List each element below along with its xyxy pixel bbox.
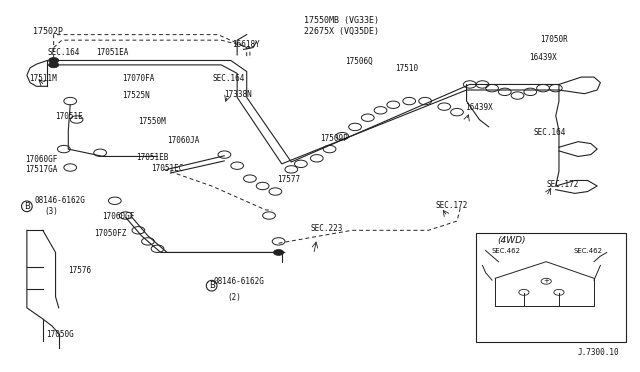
Text: +: + (543, 278, 549, 284)
Text: 17338N: 17338N (225, 90, 252, 99)
Text: 17051EA: 17051EA (96, 48, 128, 57)
Bar (476, 233, 626, 342)
Text: J.7300.10: J.7300.10 (578, 349, 620, 357)
Text: SEC.172: SEC.172 (546, 180, 579, 189)
Text: 17506Q: 17506Q (346, 57, 373, 66)
Text: 22675X (VQ35DE): 22675X (VQ35DE) (304, 27, 379, 36)
Text: 17060JA: 17060JA (167, 137, 200, 145)
Text: B: B (24, 202, 30, 211)
Text: 17576: 17576 (68, 266, 92, 275)
Text: 16439X: 16439X (529, 53, 557, 62)
Text: SEC.164: SEC.164 (213, 74, 245, 83)
Text: SEC.462: SEC.462 (492, 248, 520, 254)
Text: SEC.223: SEC.223 (310, 224, 343, 233)
Text: 17510: 17510 (395, 64, 419, 73)
Circle shape (49, 62, 59, 68)
Text: 17051EB: 17051EB (136, 153, 169, 162)
Text: 17051EC: 17051EC (151, 164, 184, 173)
Text: 17060GF: 17060GF (26, 155, 58, 164)
Text: SEC.164: SEC.164 (534, 128, 566, 137)
Text: 16439X: 16439X (465, 103, 493, 112)
Text: B: B (209, 281, 214, 290)
Text: 16618Y: 16618Y (232, 41, 260, 49)
Text: 17550M: 17550M (138, 117, 166, 126)
Circle shape (49, 58, 59, 63)
Text: 08146-6162G: 08146-6162G (214, 277, 264, 286)
Text: 17550MB (VG33E): 17550MB (VG33E) (304, 16, 379, 25)
Text: 17511M: 17511M (29, 74, 57, 83)
Text: 17577: 17577 (277, 175, 300, 184)
Text: (4WD): (4WD) (497, 236, 525, 245)
Text: SEC.164: SEC.164 (47, 48, 79, 57)
Text: 17517GA: 17517GA (26, 165, 58, 174)
Text: 17070FA: 17070FA (122, 74, 155, 83)
Text: 17050R: 17050R (540, 35, 568, 44)
Text: SEC.172: SEC.172 (436, 201, 468, 210)
Text: 08146-6162G: 08146-6162G (35, 196, 85, 205)
Text: 17050FZ: 17050FZ (94, 229, 126, 238)
Circle shape (273, 250, 284, 256)
Text: SEC.462: SEC.462 (573, 248, 602, 254)
Text: 17050G: 17050G (46, 330, 74, 339)
Text: (3): (3) (45, 206, 59, 216)
Text: (2): (2) (228, 293, 241, 302)
Text: 17060GF: 17060GF (102, 212, 134, 221)
Text: 17502P: 17502P (33, 27, 63, 36)
Text: 17051E: 17051E (56, 112, 83, 121)
Text: 17525N: 17525N (122, 91, 150, 100)
Text: 17509P: 17509P (320, 134, 348, 143)
